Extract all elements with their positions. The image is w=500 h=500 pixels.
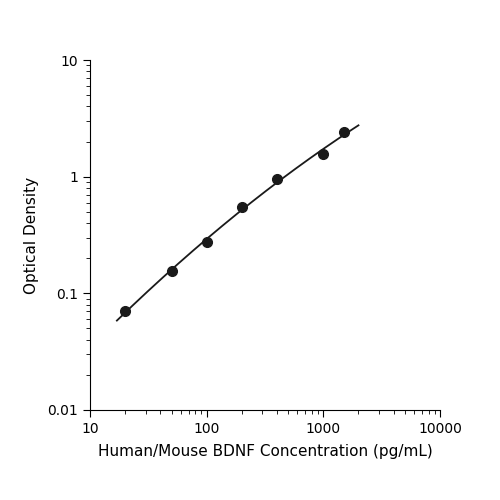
X-axis label: Human/Mouse BDNF Concentration (pg/mL): Human/Mouse BDNF Concentration (pg/mL) — [98, 444, 432, 459]
Y-axis label: Optical Density: Optical Density — [24, 176, 39, 294]
